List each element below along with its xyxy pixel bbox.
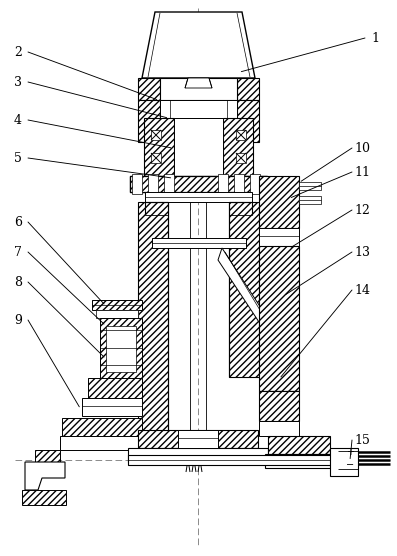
- Text: 13: 13: [354, 246, 370, 259]
- Text: +: +: [346, 447, 354, 457]
- Bar: [174, 118, 223, 176]
- Bar: [82, 398, 142, 416]
- Text: 4: 4: [14, 113, 22, 127]
- Bar: [151, 130, 161, 140]
- Bar: [144, 118, 174, 176]
- Bar: [60, 436, 144, 450]
- Bar: [22, 490, 66, 505]
- Bar: [229, 202, 259, 377]
- Text: 1: 1: [371, 32, 379, 44]
- Polygon shape: [185, 78, 212, 88]
- Polygon shape: [25, 462, 65, 490]
- Bar: [88, 378, 142, 398]
- Text: 8: 8: [14, 276, 22, 289]
- Bar: [218, 174, 228, 194]
- Bar: [178, 430, 218, 448]
- Bar: [128, 448, 268, 462]
- Bar: [138, 100, 160, 142]
- Bar: [138, 202, 168, 432]
- Bar: [92, 300, 142, 310]
- Bar: [151, 153, 161, 163]
- Text: −: −: [346, 460, 354, 470]
- Polygon shape: [142, 12, 255, 78]
- Bar: [62, 418, 142, 436]
- Text: 3: 3: [14, 76, 22, 88]
- Bar: [330, 448, 358, 476]
- Bar: [96, 310, 138, 318]
- Bar: [259, 421, 299, 436]
- Bar: [237, 78, 259, 100]
- Text: 5: 5: [14, 151, 22, 165]
- Text: 15: 15: [354, 434, 370, 446]
- Text: 9: 9: [14, 314, 22, 326]
- Bar: [152, 238, 246, 248]
- Bar: [299, 182, 321, 190]
- Text: 2: 2: [14, 46, 22, 58]
- Bar: [130, 176, 267, 192]
- Bar: [265, 454, 333, 468]
- Bar: [259, 246, 299, 391]
- Bar: [259, 228, 299, 246]
- Polygon shape: [35, 450, 60, 470]
- Text: 14: 14: [354, 284, 370, 296]
- Bar: [259, 176, 299, 228]
- Text: 12: 12: [354, 203, 370, 216]
- Bar: [236, 130, 246, 140]
- Bar: [164, 174, 174, 194]
- Bar: [223, 118, 253, 176]
- Bar: [160, 78, 237, 100]
- Bar: [299, 196, 321, 204]
- Bar: [130, 176, 267, 192]
- Bar: [237, 100, 259, 142]
- Text: 11: 11: [354, 166, 370, 178]
- Text: 10: 10: [354, 141, 370, 155]
- Bar: [236, 153, 246, 163]
- Bar: [138, 430, 258, 448]
- Bar: [250, 174, 260, 194]
- Bar: [138, 78, 160, 100]
- Bar: [268, 436, 330, 454]
- Text: 6: 6: [14, 216, 22, 229]
- Bar: [132, 174, 142, 194]
- Bar: [100, 318, 142, 378]
- Polygon shape: [218, 248, 298, 375]
- Bar: [148, 174, 158, 194]
- Bar: [106, 326, 136, 372]
- Text: 7: 7: [14, 246, 22, 259]
- Bar: [128, 455, 338, 465]
- Bar: [160, 100, 237, 118]
- Bar: [145, 192, 252, 202]
- Bar: [234, 174, 244, 194]
- Bar: [259, 391, 299, 421]
